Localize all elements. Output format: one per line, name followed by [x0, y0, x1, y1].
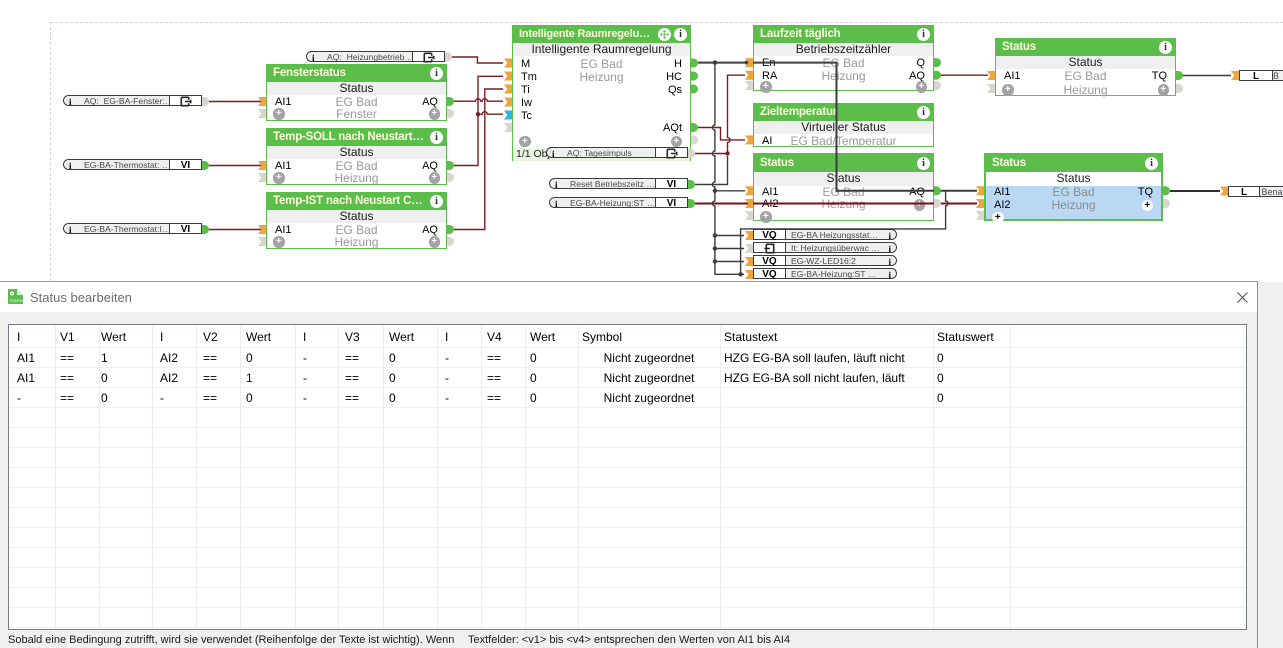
svg-text:CONFIG: CONFIG: [10, 299, 24, 303]
